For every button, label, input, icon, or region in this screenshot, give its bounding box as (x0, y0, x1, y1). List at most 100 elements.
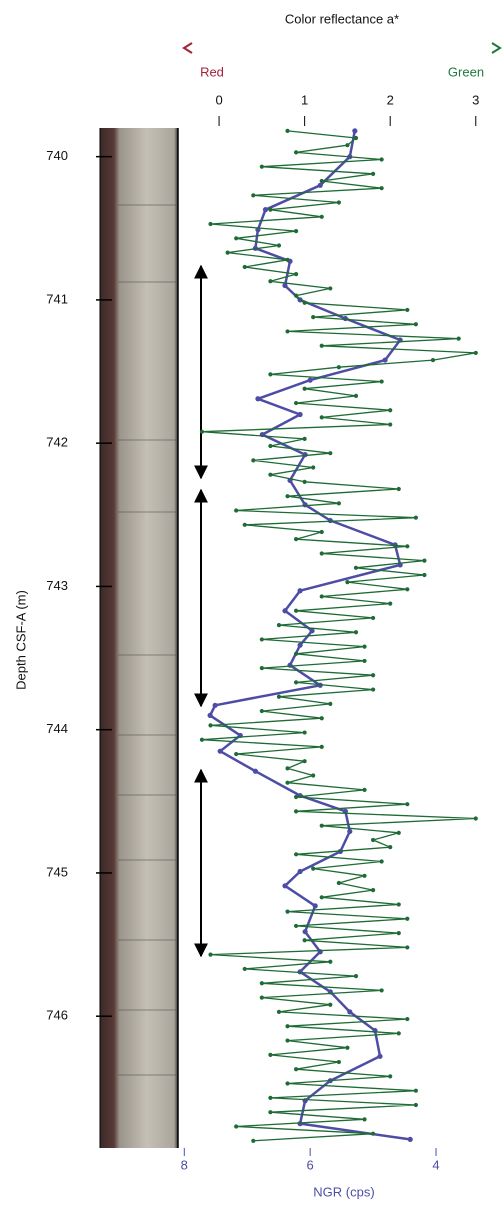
reflectance-point (293, 608, 299, 613)
reflectance-point (234, 751, 239, 757)
reflectance-point (405, 1016, 410, 1022)
reflectance-point (473, 350, 478, 356)
reflectance-point (353, 565, 359, 570)
reflectance-point (276, 694, 282, 699)
reflectance-point (199, 737, 205, 742)
reflectance-point (302, 300, 307, 305)
core-cracks (118, 204, 176, 1076)
ngr-point (297, 642, 303, 648)
reflectance-point (396, 931, 401, 936)
reflectance-point (251, 193, 256, 198)
reflectance-point (268, 207, 273, 212)
reflectance-point (319, 551, 324, 556)
reflectance-point (199, 429, 205, 434)
reflectance-point (388, 1074, 393, 1079)
reflectance-point (259, 637, 264, 642)
ngr-point (282, 282, 288, 289)
reflectance-point (388, 845, 393, 850)
reflectance-point (276, 1009, 282, 1015)
reflectance-point (413, 322, 418, 327)
y-tick-label: 741 (46, 291, 68, 306)
reflectance-point (336, 365, 341, 370)
reflectance-point (336, 200, 341, 205)
end-label-red: Red (200, 64, 224, 79)
reflectance-point (293, 794, 299, 800)
reflectance-point (379, 859, 384, 864)
reflectance-point (336, 501, 341, 506)
reflectance-point (379, 379, 384, 384)
reflectance-point (285, 766, 290, 771)
reflectance-point (293, 293, 299, 298)
reflectance-point (379, 157, 384, 162)
reflectance-point (362, 787, 367, 792)
reflectance-point (379, 186, 384, 191)
reflectance-point (293, 272, 299, 277)
reflectance-point (293, 852, 299, 857)
ngr-point (317, 182, 323, 188)
reflectance-point (336, 1059, 341, 1065)
reflectance-point (302, 436, 307, 441)
reflectance-point (293, 537, 299, 542)
reflectance-point (311, 866, 316, 871)
reflectance-point (345, 143, 350, 148)
reflectance-point (268, 1110, 273, 1115)
reflectance-point (388, 408, 393, 413)
reflectance-point (405, 307, 410, 313)
reflectance-point (276, 243, 282, 248)
reflectance-point (405, 945, 410, 950)
x2-axis-title: NGR (cps) (313, 1184, 374, 1199)
ngr-point (307, 377, 313, 383)
ngr-point (382, 357, 388, 363)
reflectance-point (268, 443, 273, 449)
ngr-point (297, 868, 303, 875)
reflectance-point (396, 902, 401, 907)
reflectance-point (319, 823, 324, 828)
reflectance-point (242, 966, 247, 972)
reflectance-point (285, 494, 290, 499)
ngr-point (217, 748, 223, 754)
reflectance-point (208, 952, 213, 957)
reflectance-point (293, 229, 299, 234)
reflectance-line (201, 130, 477, 1142)
reflectance-point (405, 802, 410, 807)
reflectance-point (456, 336, 461, 341)
ngr-point (252, 768, 259, 774)
reflectance-point (242, 264, 247, 270)
reflectance-point (268, 472, 273, 477)
reflectance-point (302, 759, 307, 764)
x-tick-label: 0 (215, 92, 222, 107)
ngr-point (255, 396, 261, 402)
reflectance-point (422, 558, 427, 563)
y-tick-label: 740 (46, 148, 68, 163)
reflectance-point (405, 544, 410, 549)
reflectance-point (285, 1024, 290, 1029)
reflectance-point (328, 451, 333, 456)
reflectance-point (285, 1038, 290, 1043)
arrow-head-red (182, 42, 193, 54)
y-tick-label: 746 (46, 1008, 68, 1023)
reflectance-point (285, 329, 290, 334)
reflectance-point (225, 250, 230, 255)
reflectance-point (311, 465, 316, 470)
reflectance-point (370, 615, 376, 621)
reflectance-point (328, 286, 333, 291)
ngr-point (262, 207, 269, 213)
reflectance-point (319, 178, 324, 184)
reflectance-point (405, 587, 410, 592)
reflectance-point (362, 873, 367, 878)
reflectance-point (259, 981, 264, 986)
y-axis-title: Depth CSF-A (m) (13, 590, 28, 690)
ngr-point (352, 128, 358, 134)
reflectance-point (208, 221, 213, 227)
reflectance-point (413, 1088, 418, 1093)
reflectance-point (293, 400, 299, 406)
ngr-point (297, 588, 303, 594)
reflectance-point (345, 580, 350, 585)
reflectance-point (302, 479, 307, 484)
reflectance-point (430, 357, 436, 363)
reflectance-point (293, 1067, 299, 1072)
x2-tick-label: 8 (181, 1157, 188, 1172)
reflectance-point (396, 1031, 401, 1036)
reflectance-point (413, 1102, 418, 1108)
reflectance-point (293, 923, 299, 929)
